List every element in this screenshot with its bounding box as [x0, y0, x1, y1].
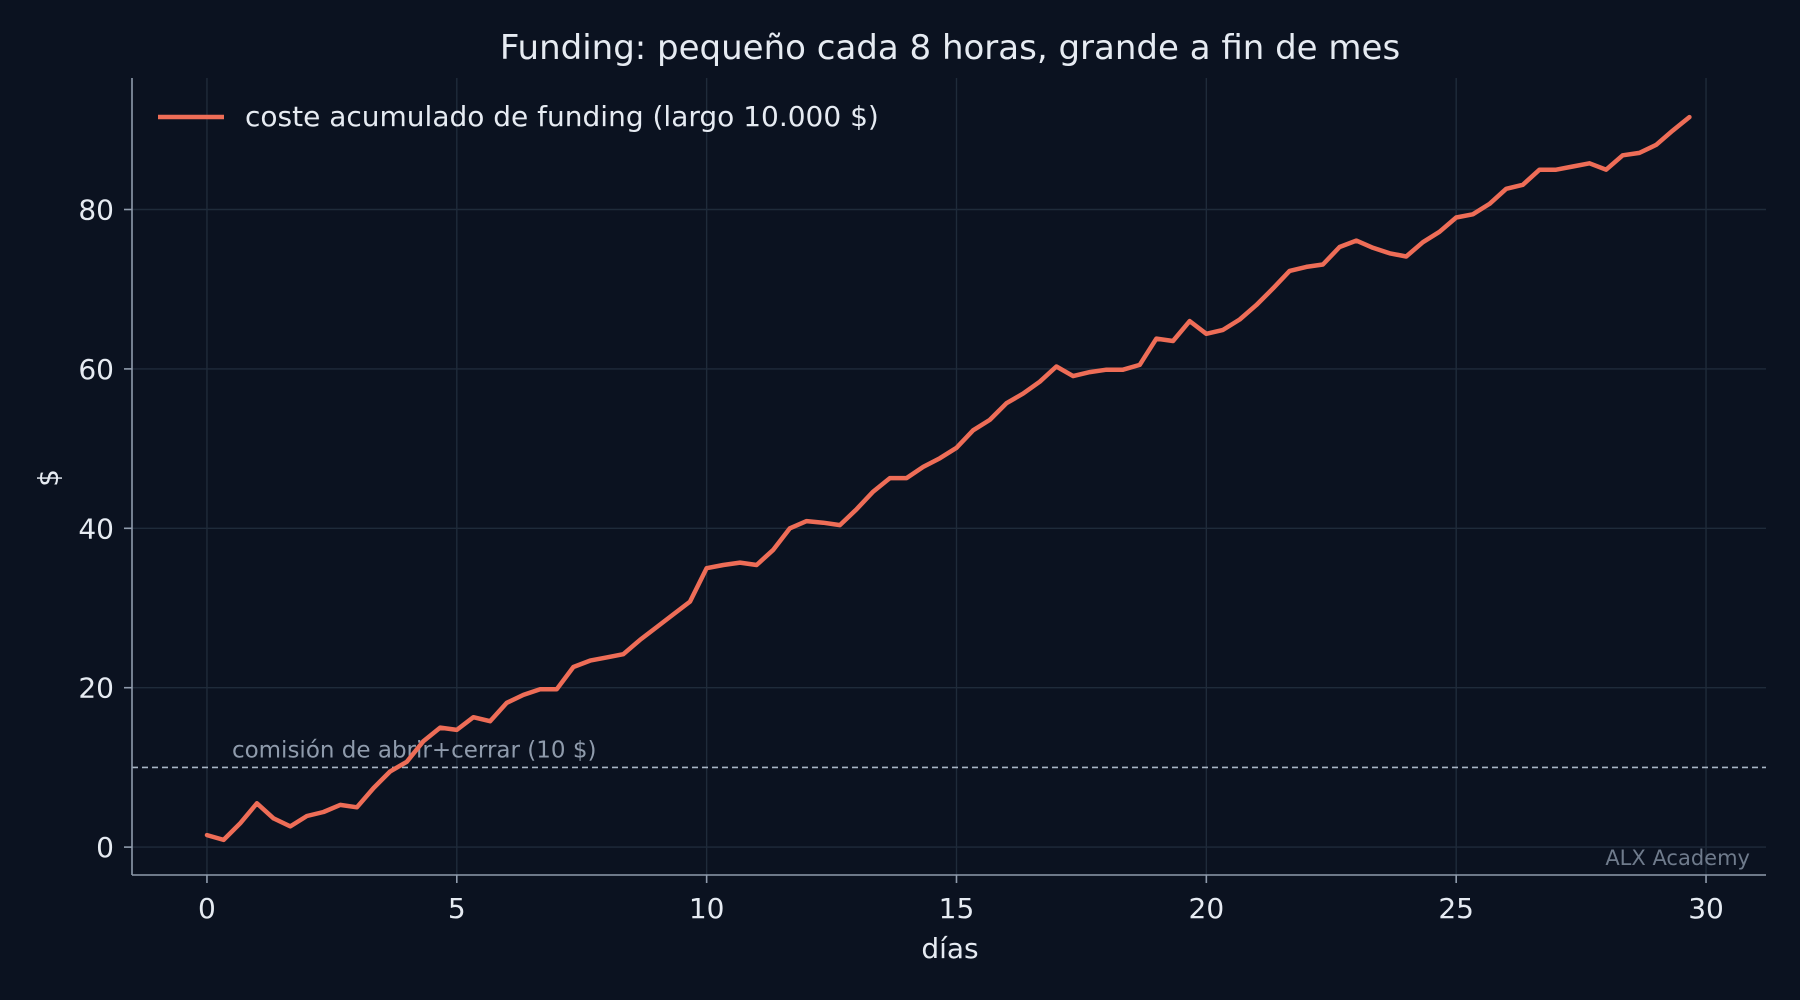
x-tick-label-30: 30	[1688, 892, 1724, 925]
y-tick-label-0: 0	[96, 831, 114, 864]
y-tick-label-60: 60	[78, 353, 114, 386]
watermark-text: ALX Academy	[1605, 846, 1750, 870]
series-group	[204, 114, 1692, 843]
x-tick-label-15: 15	[939, 892, 975, 925]
legend: coste acumulado de funding (largo 10.000…	[158, 100, 879, 133]
tick-labels: 0 5 10 15 20 25 30 0 20 40 60 80	[78, 194, 1723, 925]
x-tick-label-5: 5	[448, 892, 466, 925]
x-tick-label-20: 20	[1189, 892, 1225, 925]
x-tick-label-10: 10	[689, 892, 725, 925]
axes	[124, 78, 1766, 883]
reference-line-group: comisión de abrir+cerrar (10 $)	[132, 737, 1766, 769]
x-tick-label-25: 25	[1438, 892, 1474, 925]
x-tick-label-0: 0	[198, 892, 216, 925]
chart-title: Funding: pequeño cada 8 horas, grande a …	[500, 28, 1400, 68]
legend-label: coste acumulado de funding (largo 10.000…	[245, 100, 879, 133]
y-tick-label-20: 20	[78, 672, 114, 705]
y-tick-label-40: 40	[78, 512, 114, 545]
grid-lines	[132, 78, 1766, 875]
y-axis-label: $	[32, 469, 65, 487]
series-line-0	[204, 114, 1692, 843]
x-axis-label: días	[921, 932, 978, 965]
y-tick-label-80: 80	[78, 194, 114, 227]
